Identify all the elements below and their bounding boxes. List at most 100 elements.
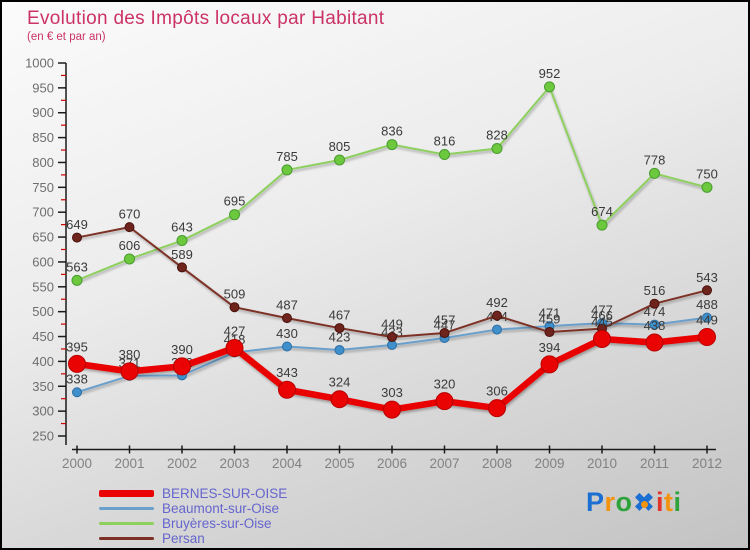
y-tick-label: 850: [32, 130, 54, 145]
legend-label: Bruyères-sur-Oise: [162, 516, 272, 531]
data-point: [334, 323, 345, 334]
x-tick-label: 2005: [324, 456, 354, 471]
x-tick-label: 2010: [587, 456, 617, 471]
legend-swatch: [99, 522, 154, 525]
data-point: [491, 143, 503, 155]
data-point: [645, 333, 664, 352]
legend-swatch: [99, 507, 154, 510]
x-tick-label: 2003: [219, 456, 249, 471]
data-point: [229, 209, 240, 221]
data-point: [702, 285, 712, 296]
value-label: 466: [591, 308, 613, 323]
data-point: [334, 344, 345, 355]
data-point: [649, 298, 660, 309]
value-label: 427: [224, 323, 246, 338]
y-tick-label: 600: [32, 254, 54, 269]
y-tick-label: 800: [32, 155, 54, 170]
data-point: [330, 390, 349, 409]
data-point: [383, 400, 401, 419]
value-label: 306: [486, 384, 508, 399]
data-point: [282, 313, 292, 324]
data-point: [593, 330, 611, 349]
legend-label: Beaumont-sur-Oise: [162, 501, 280, 516]
value-label: 474: [644, 304, 666, 319]
logo-letter: i: [673, 487, 682, 517]
chart-header: Evolution des Impôts locaux par Habitant…: [27, 8, 384, 43]
data-point: [492, 310, 502, 321]
value-label: 430: [276, 326, 298, 341]
x-tick-label: 2001: [114, 456, 144, 471]
value-label: 563: [66, 259, 88, 274]
value-label: 477: [591, 303, 613, 318]
y-tick-label: 250: [32, 429, 54, 444]
data-point: [72, 232, 82, 243]
data-point: [72, 387, 82, 398]
data-point: [649, 319, 660, 330]
data-point: [176, 235, 188, 247]
data-point: [488, 399, 506, 418]
value-label: 449: [381, 317, 403, 332]
x-tick-label: 2012: [692, 456, 722, 471]
logo-letter: r: [604, 487, 616, 517]
value-label: 805: [329, 139, 351, 154]
x-tick-label: 2011: [640, 456, 669, 471]
value-label: 488: [696, 297, 718, 312]
data-point: [225, 338, 244, 357]
y-tick-label: 350: [32, 379, 54, 394]
data-point: [282, 341, 292, 352]
value-label: 445: [591, 315, 613, 330]
legend-item: Beaumont-sur-Oise: [99, 501, 287, 516]
x-tick-label: 2009: [534, 456, 564, 471]
data-point: [702, 312, 712, 323]
y-tick-label: 750: [32, 180, 54, 195]
data-point: [124, 253, 135, 265]
value-label: 487: [276, 298, 298, 313]
logo-letter: o: [615, 487, 633, 517]
series-Bruyères-sur-Oise: 563 606 643 695 785 805 836 816 828 952 674 778 750: [66, 66, 718, 286]
value-label: 589: [171, 247, 193, 262]
value-label: 952: [539, 66, 561, 81]
value-label: 543: [696, 270, 718, 285]
value-label: 836: [381, 124, 403, 139]
data-point: [68, 354, 86, 373]
x-tick-label: 2000: [62, 456, 92, 471]
data-point: [540, 355, 559, 374]
value-label: 695: [224, 194, 246, 209]
page-title: Evolution des Impôts locaux par Habitant: [27, 8, 385, 29]
y-tick-label: 300: [32, 404, 54, 419]
page-subtitle: (en € et par an): [27, 31, 106, 43]
logo-x-center-dot: [640, 501, 648, 508]
value-label: 423: [329, 329, 351, 344]
value-label: 750: [696, 166, 718, 181]
y-tick-label: 900: [32, 105, 54, 120]
data-point: [334, 154, 345, 166]
value-label: 457: [434, 313, 456, 328]
y-tick-label: 450: [32, 329, 54, 344]
y-axis: 250 300 350 400 450 500 550 600 650 700 750 800 850 9…: [25, 56, 67, 445]
data-point: [596, 219, 608, 231]
logo-letter: i: [655, 487, 664, 517]
logo-letter: P: [586, 487, 605, 517]
legend-label: Persan: [162, 531, 205, 546]
value-label: 785: [276, 149, 298, 164]
data-point: [698, 328, 716, 347]
data-point: [544, 81, 555, 93]
legend-swatch: [99, 537, 154, 540]
y-tick-label: 950: [32, 80, 54, 95]
logo-letter: t: [664, 487, 674, 517]
data-point: [120, 362, 139, 381]
data-point: [281, 164, 293, 176]
data-point: [439, 328, 450, 339]
y-tick-label: 550: [32, 279, 54, 294]
data-point: [544, 327, 555, 338]
value-label: 674: [591, 204, 613, 219]
value-label: 380: [119, 347, 141, 362]
value-label: 320: [434, 377, 456, 392]
data-point: [173, 357, 191, 376]
y-tick-label: 500: [32, 304, 54, 319]
legend-item: Bruyères-sur-Oise: [99, 516, 287, 531]
legend: BERNES-SUR-OISE Beaumont-sur-Oise Bruyères…: [99, 486, 287, 546]
series-Beaumont-sur-Oise: 338371372418430423433447464471477474488: [66, 297, 718, 398]
